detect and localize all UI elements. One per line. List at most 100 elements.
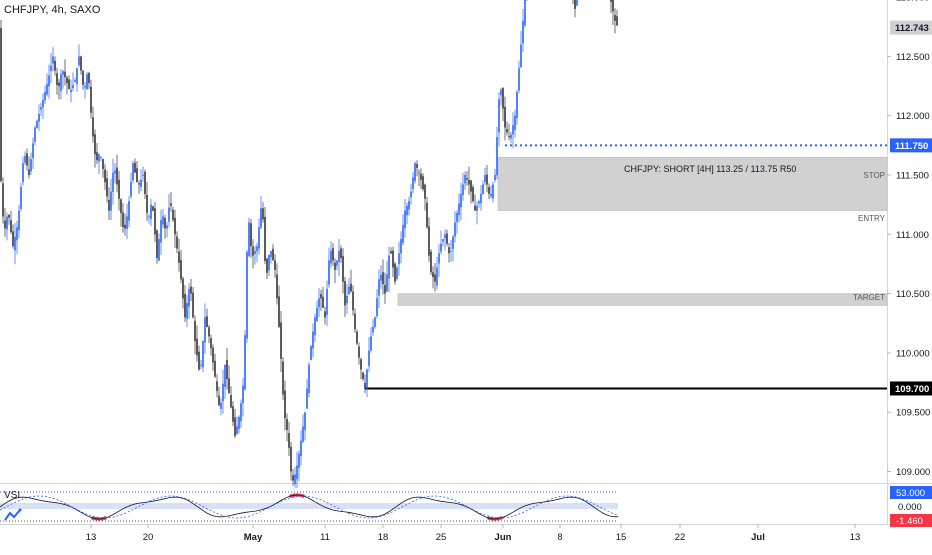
candle-body [306,388,308,409]
x-tick-label: 22 [675,532,686,543]
candle-body [188,288,190,307]
candle-body [180,260,182,280]
candle-body [380,274,382,281]
candle-body [46,84,48,95]
candle-body [294,474,296,485]
vsi-indicator-title[interactable]: VSI [4,490,21,501]
candle-body [64,71,66,78]
candle-body [510,134,512,139]
symbol-title[interactable]: CHFJPY, 4h, SAXO [4,4,101,16]
candle-body [386,274,388,292]
x-tick-label: 11 [320,532,330,543]
level-label: 109.700 [895,384,929,395]
candle-body [242,385,244,403]
candle-body [168,207,170,222]
candle-body [246,252,248,339]
candle-body [338,250,340,263]
last-price-label: 112.743 [895,23,929,34]
candle-body [30,159,32,172]
candle-body [250,223,252,247]
candle-body [298,453,300,468]
candle-body [196,338,198,356]
position-title: CHFJPY: SHORT [4H] 113.25 / 113.75 R50 [624,164,796,174]
vsi-signal-line [0,495,619,519]
candle-body [158,239,160,261]
candle-body [486,174,488,185]
candle-body [454,222,456,237]
candle-body [286,418,288,430]
candle-body [136,168,138,183]
candle-body [290,446,292,472]
vsi-pane [0,486,932,527]
candle-body [272,248,274,261]
candle-body [480,193,482,204]
candle-body [44,91,46,101]
candle-body [324,311,326,318]
x-tick-label: 18 [378,532,389,543]
tradingview-logo-icon [4,508,22,521]
x-tick-label: 8 [557,532,562,543]
candle-body [316,307,318,322]
y-tick-label: 112.500 [896,52,930,63]
candle-body [270,250,272,258]
candle-body [472,187,474,202]
candle-body [230,395,232,408]
candle-body [214,360,216,377]
candle-body [406,205,408,216]
candle-body [160,220,162,243]
candle-body [6,216,8,230]
candle-body [128,201,130,221]
candle-body [32,143,34,159]
candle-body [104,169,106,183]
candle-body [292,475,294,481]
candle-body [492,184,494,199]
candle-body [8,215,10,218]
candle-body [476,205,478,211]
candle-body [326,288,328,315]
candle-body [144,171,146,194]
candle-body [332,248,334,261]
candle-body [402,224,404,243]
candle-body [98,154,100,162]
candle-body [372,326,374,333]
candle-body [94,134,96,155]
candle-body [22,163,24,183]
candle-body [200,364,202,366]
x-tick-label: May [244,532,263,543]
candle-body [58,82,60,87]
candle-body [414,163,416,181]
candle-body [112,172,114,192]
y-tick-label: 112.000 [896,111,930,122]
candle-body [140,179,142,188]
candle-body [170,203,172,206]
candle-body [134,162,136,173]
candle-body [102,159,104,170]
candle-body [432,272,434,277]
candle-body [146,194,148,213]
candle-body [0,28,2,181]
vsi-oscillator-line [0,494,618,520]
candle-body [100,157,102,159]
candle-body [512,125,514,135]
candle-body [152,206,154,211]
candle-body [208,327,210,337]
candle-body [524,0,526,26]
candle-body [178,251,180,263]
candle-body [322,296,324,308]
candle-body [204,317,206,343]
candle-body [614,15,616,21]
candle-body [404,210,406,229]
candle-body [184,293,186,318]
y-tick-label: 111.500 [896,171,929,182]
candle-body [176,236,178,249]
candle-body [218,395,220,406]
candle-body [232,406,234,422]
candle-body [346,295,348,304]
candle-body [50,65,52,71]
candle-body [504,106,506,128]
candle-body [220,402,222,409]
candle-body [282,361,284,395]
candle-body [236,426,238,435]
